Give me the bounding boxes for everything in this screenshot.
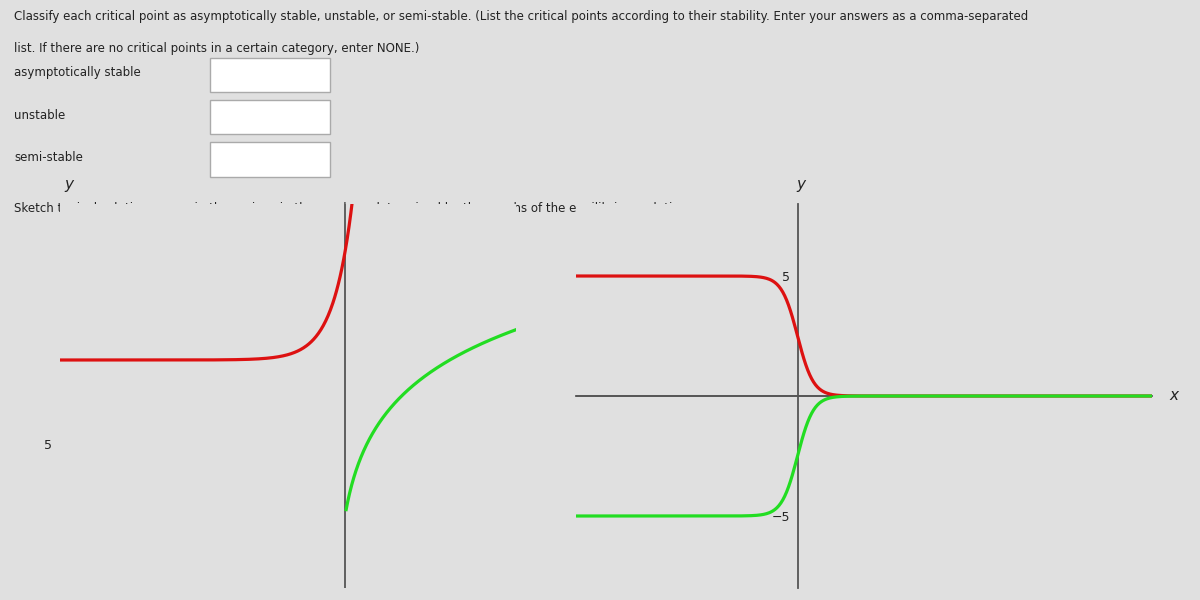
Text: semi-stable: semi-stable — [14, 151, 83, 164]
FancyBboxPatch shape — [210, 142, 330, 176]
Text: y: y — [65, 178, 73, 193]
FancyBboxPatch shape — [210, 58, 330, 92]
Text: Sketch typical solution curves in the regions in the xy-plane determined by the : Sketch typical solution curves in the re… — [14, 202, 697, 215]
Text: y: y — [796, 178, 805, 193]
Text: asymptotically stable: asymptotically stable — [14, 67, 142, 79]
FancyBboxPatch shape — [210, 100, 330, 134]
Text: unstable: unstable — [14, 109, 66, 122]
Text: list. If there are no critical points in a certain category, enter NONE.): list. If there are no critical points in… — [14, 42, 420, 55]
Text: Classify each critical point as asymptotically stable, unstable, or semi-stable.: Classify each critical point as asymptot… — [14, 10, 1028, 23]
Text: x: x — [1169, 389, 1178, 403]
